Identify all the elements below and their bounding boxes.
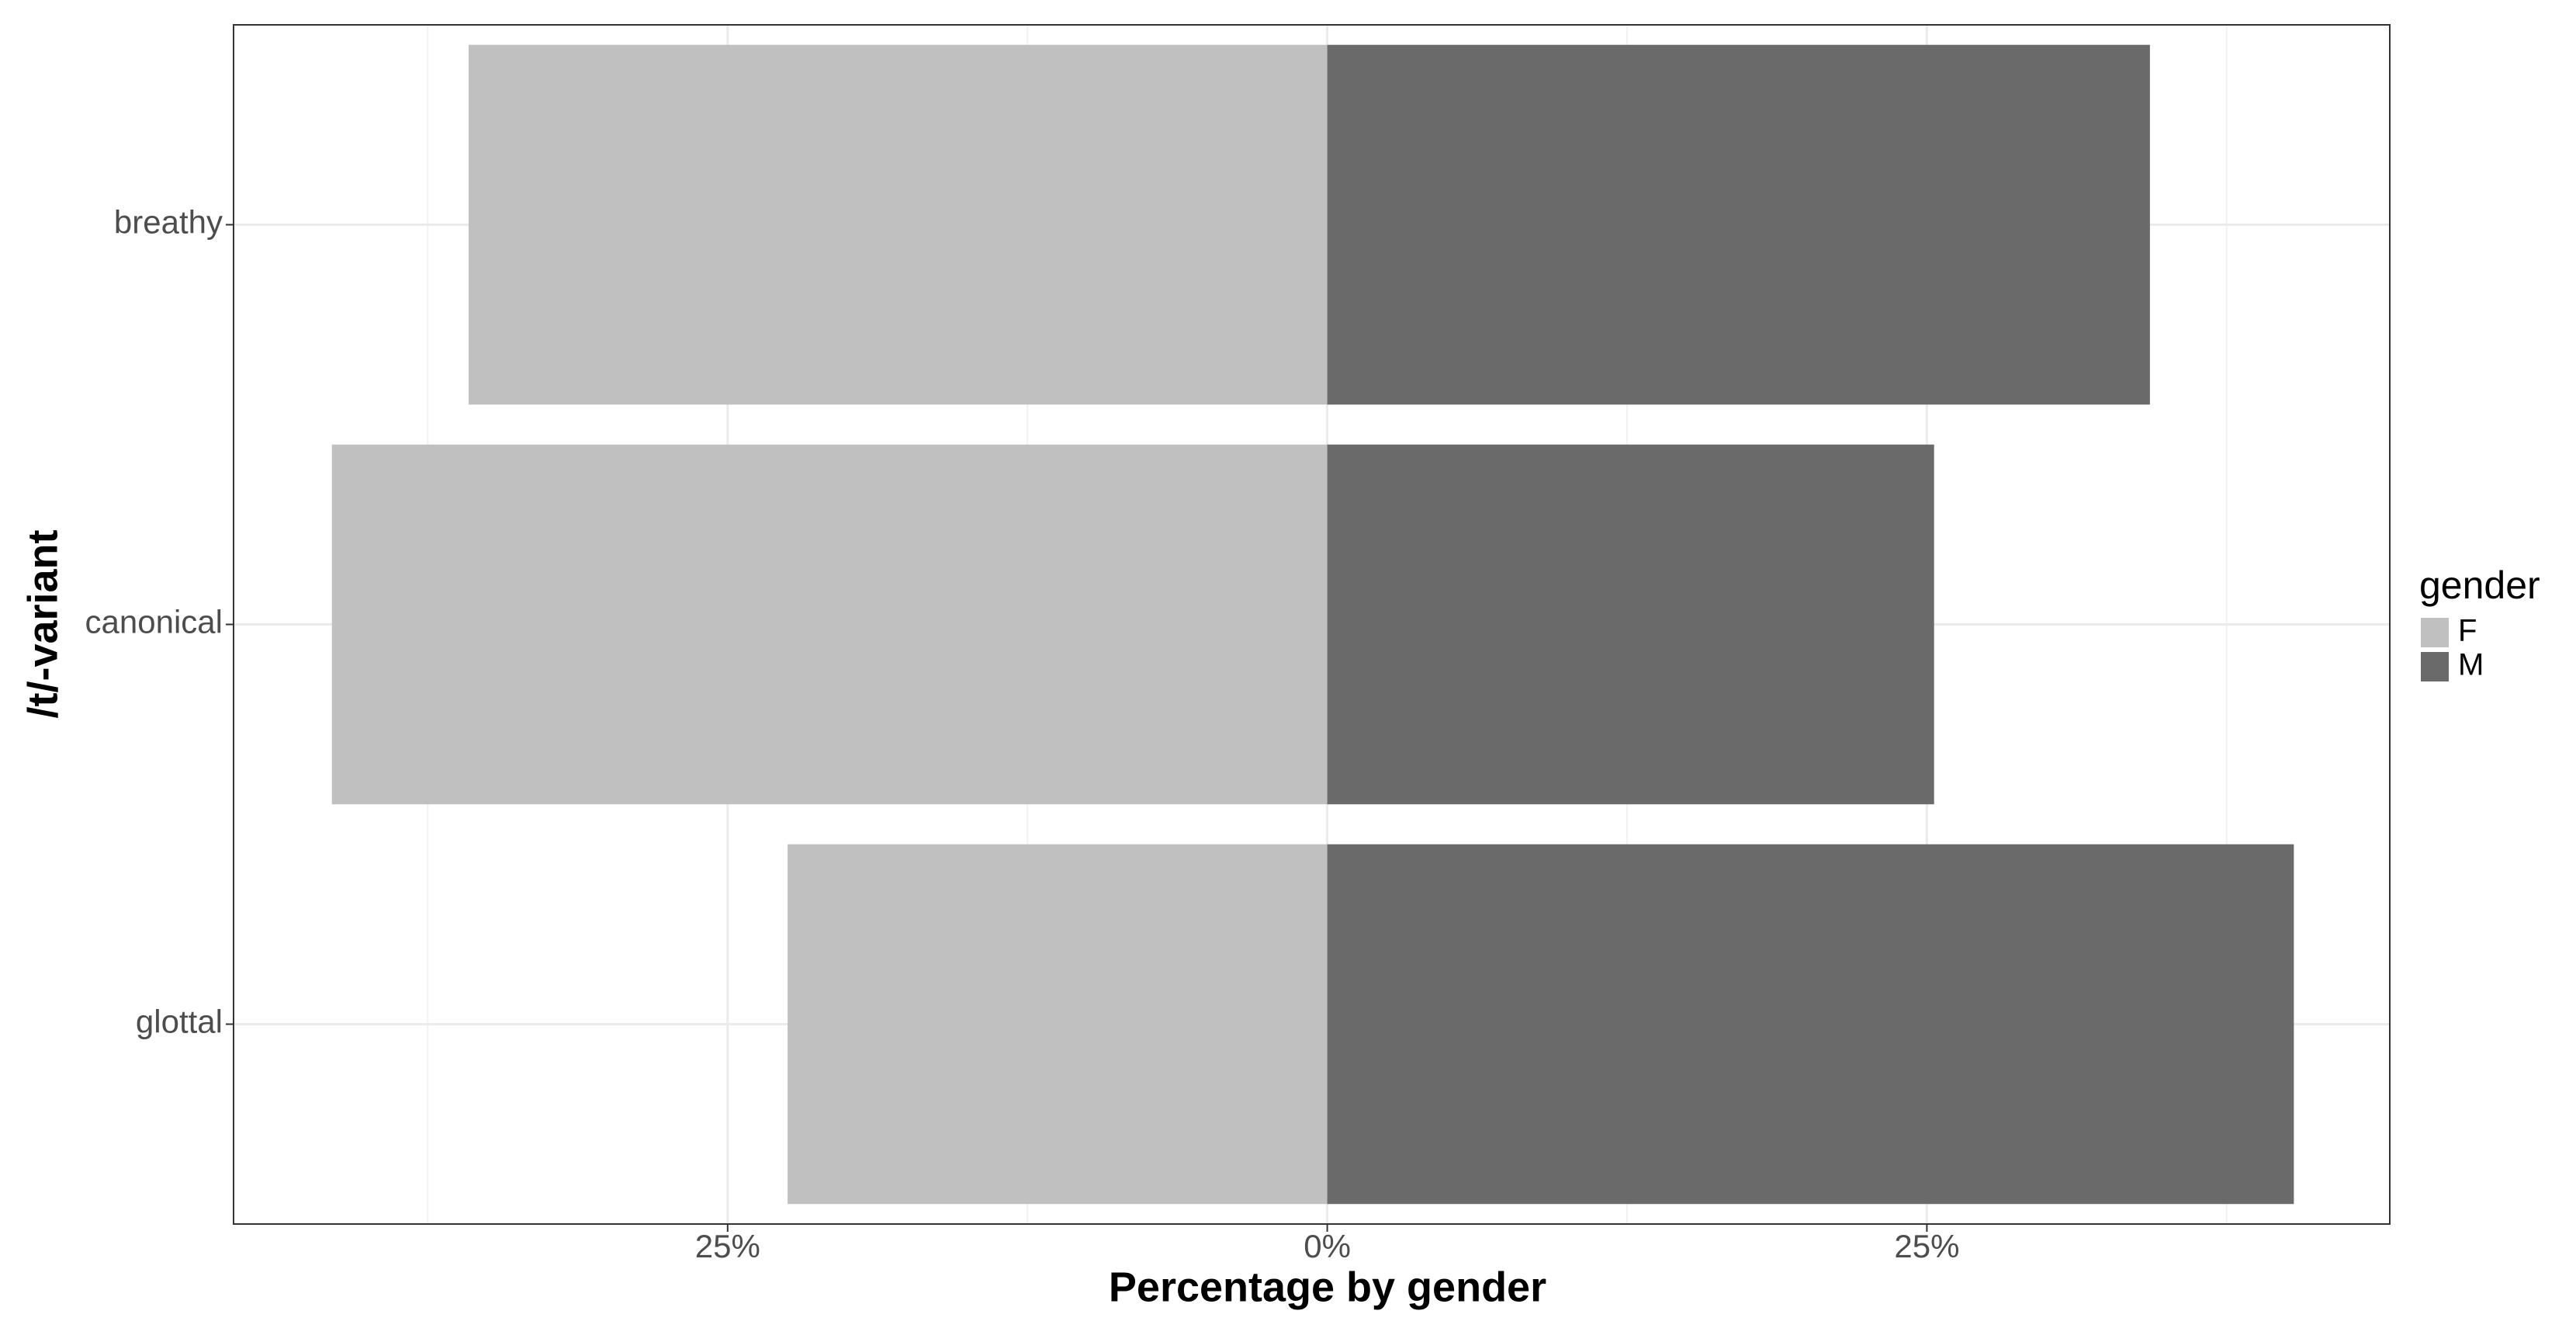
bar	[331, 444, 1328, 805]
y-tick-label: glottal	[136, 1004, 223, 1040]
y-tick-label: canonical	[85, 604, 223, 640]
x-tick-label: 25%	[695, 1228, 760, 1264]
legend-label: M	[2458, 648, 2484, 682]
bar	[468, 44, 1328, 405]
legend-title: gender	[2419, 564, 2540, 607]
x-axis-title: Percentage by gender	[1109, 1264, 1546, 1310]
bar	[788, 844, 1328, 1205]
x-tick-label: 0%	[1304, 1228, 1351, 1264]
bar	[1327, 44, 2150, 405]
legend-key	[2421, 652, 2449, 681]
y-tick-label: breathy	[114, 204, 223, 241]
y-axis-title: /t/-variant	[19, 529, 66, 718]
bar	[1327, 844, 2294, 1205]
x-tick-label: 25%	[1894, 1228, 1959, 1264]
legend-key	[2421, 618, 2449, 647]
legend-label: F	[2458, 614, 2477, 648]
bar	[1327, 444, 1934, 805]
